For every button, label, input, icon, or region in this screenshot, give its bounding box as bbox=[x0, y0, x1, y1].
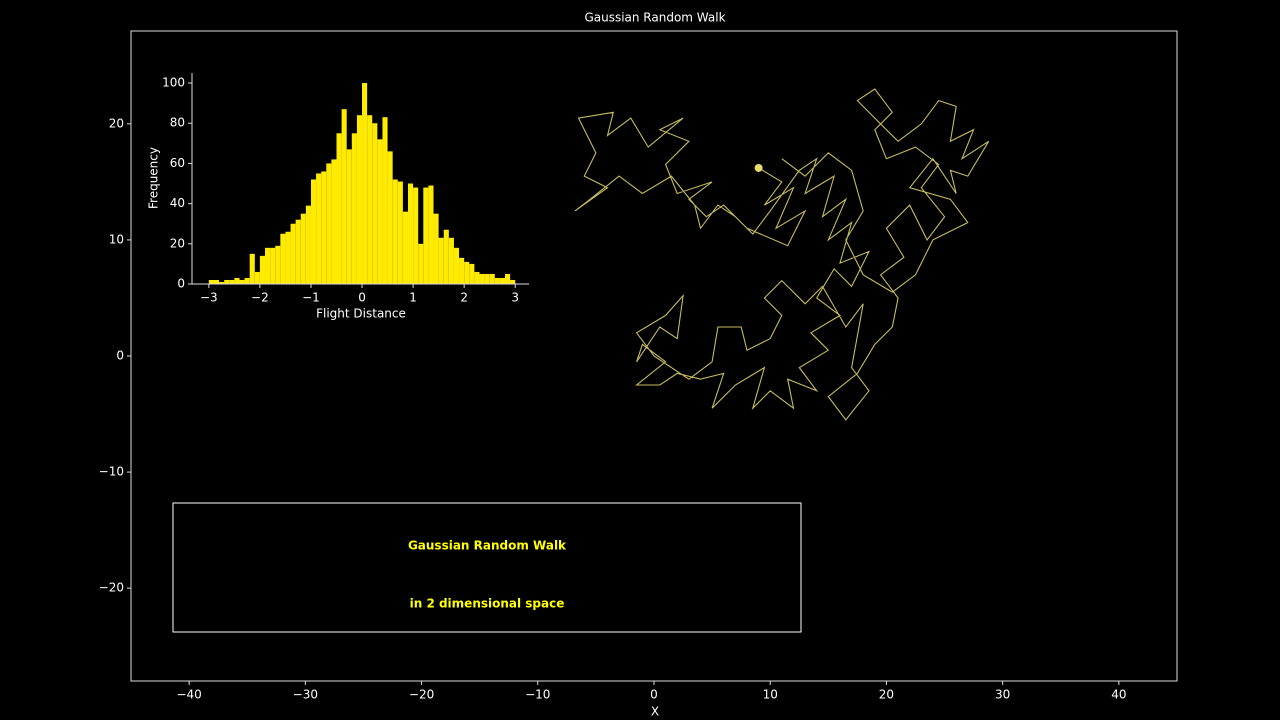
hist-bar bbox=[484, 273, 490, 284]
hist-bar bbox=[321, 171, 327, 284]
hist-bar bbox=[489, 273, 495, 284]
y-tick-label: 10 bbox=[109, 232, 124, 246]
x-tick-label: 10 bbox=[763, 688, 778, 702]
hist-bar bbox=[382, 117, 388, 284]
x-tick-label: 30 bbox=[995, 688, 1010, 702]
hist-bar bbox=[402, 211, 408, 284]
x-tick-label: 40 bbox=[1111, 688, 1126, 702]
x-tick-label: 1 bbox=[409, 291, 417, 305]
hist-bar bbox=[310, 179, 317, 284]
start-point bbox=[754, 163, 763, 172]
hist-bar bbox=[280, 233, 286, 284]
hist-bar bbox=[453, 247, 460, 284]
hist-bar bbox=[372, 123, 378, 284]
hist-bar bbox=[346, 149, 352, 284]
y-tick-label: 40 bbox=[170, 196, 185, 210]
hist-bar bbox=[479, 273, 485, 284]
x-tick-label: −1 bbox=[302, 291, 320, 305]
hist-bar bbox=[367, 115, 373, 284]
y-tick-label: 100 bbox=[162, 76, 185, 90]
hist-bar bbox=[448, 237, 454, 284]
y-tick-label: 0 bbox=[116, 349, 124, 363]
y-tick-label: −10 bbox=[99, 465, 124, 479]
hist-bar bbox=[443, 229, 449, 284]
chart-title: Gaussian Random Walk bbox=[584, 11, 725, 25]
hist-bar bbox=[464, 261, 470, 284]
x-tick-label: −10 bbox=[525, 688, 550, 702]
hist-bar bbox=[305, 205, 311, 284]
hist-bar bbox=[499, 277, 506, 284]
y-tick-label: 80 bbox=[170, 116, 185, 130]
hist-bar bbox=[234, 277, 240, 284]
hist-bar bbox=[270, 247, 276, 284]
x-tick-label: 0 bbox=[358, 291, 366, 305]
hist-bar bbox=[316, 173, 322, 284]
hist-bar bbox=[474, 271, 480, 284]
hist-bar bbox=[387, 151, 393, 284]
hist-bar bbox=[275, 245, 281, 284]
hist-bar bbox=[326, 163, 332, 284]
hist-bar bbox=[265, 247, 271, 284]
hist-bar bbox=[285, 231, 291, 284]
y-tick-label: 0 bbox=[177, 277, 185, 291]
hist-bar bbox=[213, 279, 220, 284]
x-tick-label: 2 bbox=[460, 291, 468, 305]
hist-bar bbox=[224, 279, 230, 284]
y-tick-label: −20 bbox=[99, 581, 124, 595]
hist-bar bbox=[295, 219, 301, 284]
x-tick-label: −3 bbox=[200, 291, 218, 305]
inset-x-label: Flight Distance bbox=[316, 307, 406, 321]
hist-bar bbox=[259, 255, 266, 284]
hist-bar bbox=[249, 253, 255, 284]
hist-bar bbox=[423, 187, 429, 284]
hist-bar bbox=[290, 223, 296, 284]
hist-bar bbox=[510, 279, 516, 284]
inset-y-label: Frequency bbox=[147, 147, 161, 209]
annotation-box bbox=[172, 502, 802, 633]
hist-bar bbox=[413, 187, 419, 284]
hist-bar bbox=[428, 185, 434, 284]
x-tick-label: −20 bbox=[409, 688, 434, 702]
hist-bar bbox=[219, 281, 225, 284]
hist-bar bbox=[336, 133, 342, 284]
hist-bar bbox=[505, 273, 511, 284]
x-tick-label: −30 bbox=[293, 688, 318, 702]
hist-bar bbox=[438, 237, 444, 284]
x-tick-label: −2 bbox=[251, 291, 269, 305]
hist-bar bbox=[494, 277, 500, 284]
hist-bar bbox=[208, 279, 214, 284]
hist-bar bbox=[300, 213, 306, 284]
hist-bar bbox=[239, 279, 245, 284]
annotation-title: Gaussian Random Walk bbox=[408, 539, 567, 553]
hist-bar bbox=[407, 183, 414, 284]
hist-bar bbox=[397, 181, 403, 284]
x-axis-label: X bbox=[651, 705, 659, 719]
hist-bar bbox=[254, 271, 260, 284]
hist-bar bbox=[392, 179, 398, 284]
x-tick-label: −40 bbox=[176, 688, 201, 702]
hist-bar bbox=[377, 139, 383, 284]
y-tick-label: 20 bbox=[109, 116, 124, 130]
hist-bar bbox=[362, 83, 368, 284]
hist-bar bbox=[356, 115, 363, 284]
hist-bar bbox=[244, 277, 250, 284]
annotation-subtitle: in 2 dimensional space bbox=[410, 597, 565, 611]
x-tick-label: 20 bbox=[879, 688, 894, 702]
hist-bar bbox=[341, 109, 347, 285]
hist-bar bbox=[459, 257, 465, 284]
y-tick-label: 20 bbox=[170, 236, 185, 250]
hist-bar bbox=[229, 279, 235, 284]
walk-line bbox=[574, 88, 990, 421]
x-tick-label: 3 bbox=[511, 291, 519, 305]
hist-bar bbox=[469, 263, 475, 284]
hist-bar bbox=[331, 159, 337, 284]
hist-bar bbox=[433, 213, 439, 284]
hist-bar bbox=[418, 243, 424, 284]
hist-bar bbox=[351, 133, 357, 284]
y-tick-label: 60 bbox=[170, 156, 185, 170]
x-tick-label: 0 bbox=[650, 688, 658, 702]
